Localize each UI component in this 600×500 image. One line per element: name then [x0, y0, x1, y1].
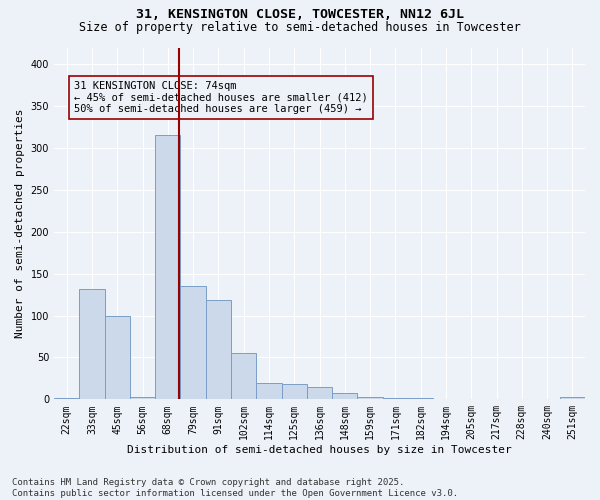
- Bar: [560, 397, 585, 400]
- Bar: [231, 354, 256, 400]
- Text: Contains HM Land Registry data © Crown copyright and database right 2025.
Contai: Contains HM Land Registry data © Crown c…: [12, 478, 458, 498]
- Text: Size of property relative to semi-detached houses in Towcester: Size of property relative to semi-detach…: [79, 21, 521, 34]
- Bar: [307, 387, 332, 400]
- Bar: [206, 300, 231, 400]
- Bar: [281, 384, 307, 400]
- Bar: [155, 136, 181, 400]
- Bar: [104, 316, 130, 400]
- Bar: [130, 397, 155, 400]
- Bar: [54, 398, 79, 400]
- Bar: [332, 392, 358, 400]
- Text: 31 KENSINGTON CLOSE: 74sqm
← 45% of semi-detached houses are smaller (412)
50% o: 31 KENSINGTON CLOSE: 74sqm ← 45% of semi…: [74, 81, 368, 114]
- Y-axis label: Number of semi-detached properties: Number of semi-detached properties: [15, 108, 25, 338]
- Bar: [383, 398, 408, 400]
- Bar: [181, 286, 206, 400]
- Bar: [358, 397, 383, 400]
- Text: 31, KENSINGTON CLOSE, TOWCESTER, NN12 6JL: 31, KENSINGTON CLOSE, TOWCESTER, NN12 6J…: [136, 8, 464, 20]
- Bar: [256, 382, 281, 400]
- Bar: [408, 398, 433, 400]
- Bar: [79, 289, 104, 400]
- X-axis label: Distribution of semi-detached houses by size in Towcester: Distribution of semi-detached houses by …: [127, 445, 512, 455]
